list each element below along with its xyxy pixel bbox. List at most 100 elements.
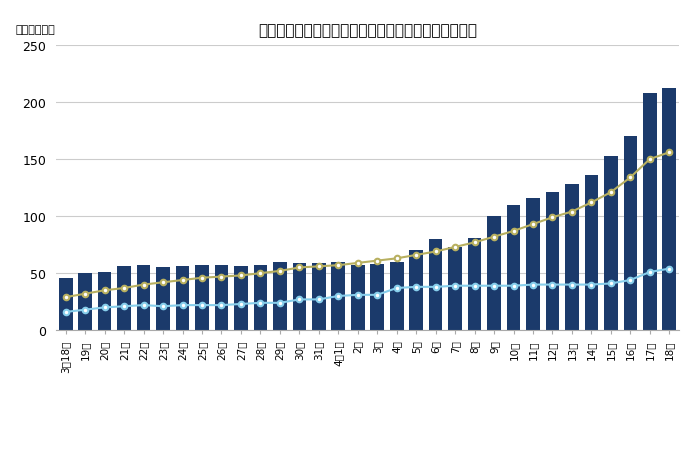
死者 [607,190,615,196]
Bar [370,264,384,330]
Bar [273,262,287,330]
死者 [101,288,109,293]
死者 [295,265,304,271]
死者 [431,249,440,255]
Bar [293,263,306,330]
死者 [354,261,362,266]
重症からの改善者 [217,302,225,308]
死者 [412,252,421,258]
Bar [98,273,111,330]
重症からの改善者 [645,270,654,275]
重症からの改善者 [295,297,304,302]
死者 [645,157,654,162]
Bar [312,263,326,330]
Bar [624,137,637,330]
Bar [584,176,598,330]
重症からの改善者 [548,282,556,288]
Bar [195,266,209,330]
Bar [429,240,442,330]
死者 [198,275,206,281]
Text: （単位：人）: （単位：人） [15,24,55,34]
重症からの改善者 [451,283,459,289]
Bar [410,251,423,330]
重症からの改善者 [412,285,421,290]
重症からの改善者 [159,304,167,309]
Bar [253,266,267,330]
死者 [81,291,90,297]
重症からの改善者 [354,292,362,298]
Line: 重症からの改善者: 重症からの改善者 [63,266,672,315]
重症からの改善者 [314,297,323,302]
重症からの改善者 [256,300,265,306]
重症からの改善者 [431,285,440,290]
重症からの改善者 [510,283,518,289]
重症からの改善者 [120,304,128,309]
死者 [568,209,576,215]
重症からの改善者 [62,309,70,315]
重症からの改善者 [373,292,382,298]
Bar [176,267,190,330]
重症からの改善者 [607,281,615,286]
Bar [448,247,462,330]
死者 [393,256,401,262]
死者 [217,274,225,280]
死者 [510,229,518,234]
Bar [78,274,92,330]
死者 [256,271,265,276]
Bar [59,278,73,330]
重症からの改善者 [276,300,284,306]
重症からの改善者 [626,278,634,283]
重症からの改善者 [334,294,342,299]
重症からの改善者 [587,282,596,288]
Bar [565,185,579,330]
Bar [234,267,248,330]
重症からの改善者 [81,307,90,313]
死者 [490,235,498,240]
Bar [604,157,617,330]
重症からの改善者 [139,302,148,308]
死者 [528,222,537,227]
Bar [526,198,540,330]
重症からの改善者 [198,302,206,308]
重症からの改善者 [528,282,537,288]
Bar [215,266,228,330]
Bar [332,262,345,330]
重症からの改善者 [665,266,673,272]
死者 [451,245,459,250]
重症からの改善者 [568,282,576,288]
重症からの改善者 [178,302,187,308]
死者 [665,150,673,156]
重症からの改善者 [237,302,245,307]
Bar [643,94,657,330]
Bar [351,266,365,330]
死者 [548,215,556,220]
Bar [507,205,520,330]
Bar [487,217,501,330]
重症からの改善者 [470,283,479,289]
Bar [468,238,482,330]
Bar [118,267,131,330]
死者 [314,264,323,269]
死者 [626,175,634,181]
死者 [159,280,167,285]
死者 [178,278,187,283]
Bar [662,89,676,330]
Bar [545,193,559,330]
死者 [276,269,284,274]
Bar [156,268,170,330]
重症からの改善者 [101,305,109,310]
死者 [470,240,479,246]
死者 [62,295,70,300]
死者 [237,273,245,279]
Bar [390,262,403,330]
死者 [587,200,596,206]
死者 [373,258,382,264]
死者 [139,282,148,288]
Title: 【日本国内における新型コロナウイルスの重症者数】: 【日本国内における新型コロナウイルスの重症者数】 [258,23,477,38]
死者 [334,263,342,269]
重症からの改善者 [393,285,401,291]
Bar [136,266,150,330]
死者 [120,285,128,291]
Line: 死者: 死者 [63,150,672,300]
重症からの改善者 [490,283,498,289]
